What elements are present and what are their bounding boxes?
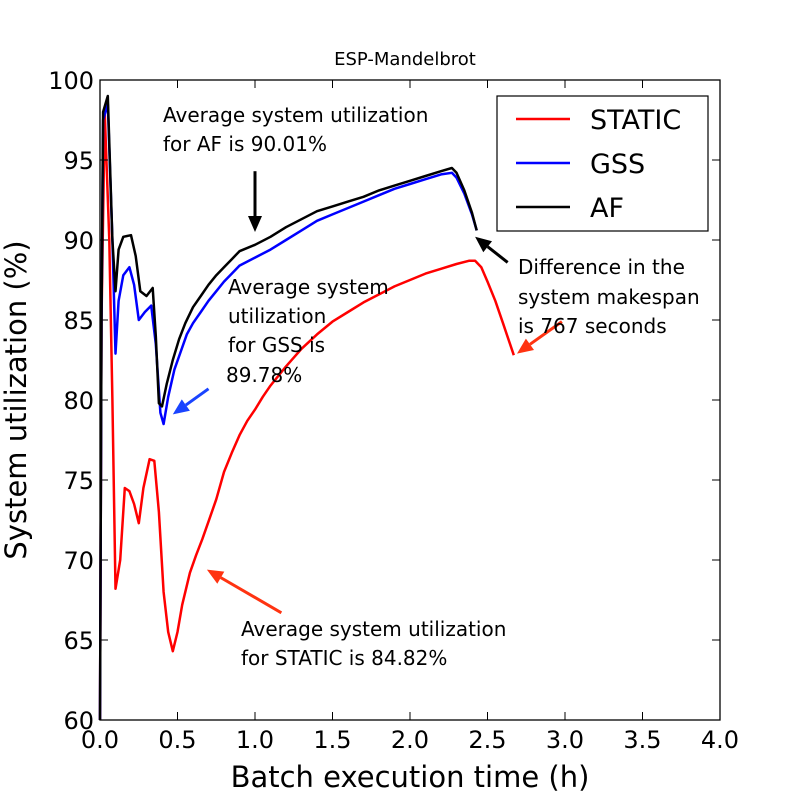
y-tick-label: 60 bbox=[63, 707, 94, 735]
x-tick-label: 0.0 bbox=[81, 726, 119, 754]
legend-label-static: STATIC bbox=[590, 105, 681, 136]
annotation-makespan-line-2: system makespan bbox=[518, 285, 700, 309]
annotation-gss-line-2: utilization bbox=[228, 304, 326, 328]
annotation-gss-line-3: for GSS is bbox=[228, 333, 325, 357]
annotation-arrowhead-2 bbox=[206, 569, 225, 584]
annotation-af: Average system utilization for AF is 90.… bbox=[163, 103, 428, 156]
y-tick-label: 80 bbox=[63, 387, 94, 415]
y-tick-label: 70 bbox=[63, 547, 94, 575]
y-tick-label: 90 bbox=[63, 227, 94, 255]
y-axis-title: System utilization (%) bbox=[0, 240, 33, 559]
annotation-gss-line-1: Average system bbox=[228, 275, 389, 299]
legend: STATIC GSS AF bbox=[496, 95, 709, 232]
annotation-arrow-2 bbox=[220, 576, 283, 615]
annotation-arrow-3 bbox=[486, 245, 509, 264]
x-tick-label: 4.0 bbox=[701, 726, 739, 754]
y-tick-label: 75 bbox=[63, 467, 94, 495]
x-axis-title: Batch execution time (h) bbox=[231, 760, 590, 794]
x-tick-label: 3.5 bbox=[623, 726, 661, 754]
series-line-static bbox=[98, 110, 515, 721]
series-line-gss bbox=[98, 102, 478, 721]
annotation-makespan-line-3: is 767 seconds bbox=[518, 314, 667, 338]
tick-layer: 0.0 0.5 1.0 1.5 2.0 2.5 3.0 3.5 4.0 60 65 70 75 80 85 9… bbox=[48, 67, 739, 754]
y-tick-label: 100 bbox=[48, 67, 94, 95]
annotation-gss-line-4: 89.78% bbox=[226, 363, 302, 387]
annotation-arrow-1 bbox=[184, 387, 210, 407]
x-tick-label: 2.5 bbox=[468, 726, 506, 754]
legend-label-af: AF bbox=[590, 193, 624, 224]
series-layer bbox=[98, 94, 515, 721]
annotation-makespan: Difference in the system makespan is 767… bbox=[518, 255, 700, 338]
legend-label-gss: GSS bbox=[590, 149, 645, 180]
annotation-static-line-2: for STATIC is 84.82% bbox=[241, 646, 447, 670]
y-tick-label: 85 bbox=[63, 307, 94, 335]
annotation-arrowhead-0 bbox=[248, 216, 262, 232]
arrow-layer bbox=[172, 171, 563, 615]
x-tick-label: 3.0 bbox=[546, 726, 584, 754]
annotation-arrowhead-1 bbox=[172, 399, 190, 415]
y-tick-label: 95 bbox=[63, 147, 94, 175]
annotation-gss: Average system utilization for GSS is 89… bbox=[226, 275, 389, 387]
annotation-arrow-4 bbox=[529, 320, 563, 346]
chart-title: ESP-Mandelbrot bbox=[334, 49, 476, 70]
annotation-af-line-1: Average system utilization bbox=[163, 103, 428, 127]
annotation-arrowhead-3 bbox=[475, 236, 492, 253]
x-tick-label: 1.0 bbox=[236, 726, 274, 754]
y-tick-label: 65 bbox=[63, 627, 94, 655]
x-tick-label: 0.5 bbox=[158, 726, 196, 754]
x-tick-label: 2.0 bbox=[391, 726, 429, 754]
series-line-af bbox=[98, 94, 478, 721]
annotation-static: Average system utilization for STATIC is… bbox=[241, 617, 506, 670]
annotation-static-line-1: Average system utilization bbox=[241, 617, 506, 641]
x-tick-label: 1.5 bbox=[313, 726, 351, 754]
annotation-makespan-line-1: Difference in the bbox=[518, 255, 685, 279]
annotation-arrowhead-4 bbox=[517, 338, 534, 354]
annotation-af-line-2: for AF is 90.01% bbox=[163, 132, 327, 156]
